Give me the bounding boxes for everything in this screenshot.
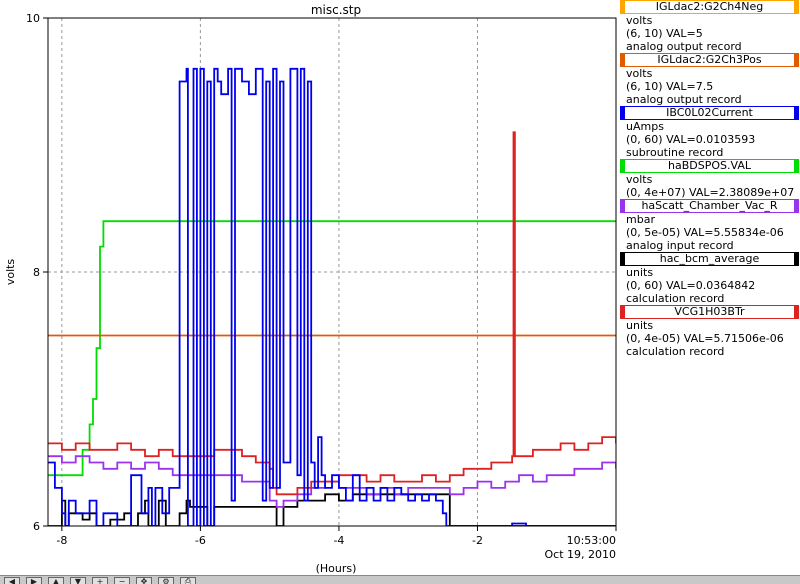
legend-units: volts (626, 67, 653, 80)
legend-signal-name: VCG1H03BTr (674, 305, 745, 318)
legend-units: volts (626, 14, 653, 27)
legend-color-swatch (620, 53, 799, 54)
arrow-up-icon[interactable]: ▲ (48, 577, 64, 584)
x-tick-label-4: 10:53:00 (567, 534, 616, 547)
stripchart: misc.stp volts (Hours) Oct 19, 2010 -8 -6… (4, 3, 617, 575)
y-tick-label-2: 10 (26, 12, 40, 25)
legend-color-swatch (794, 199, 799, 213)
print-icon[interactable]: ⎙ (180, 577, 196, 584)
legend-units: volts (626, 173, 653, 186)
legend-color-swatch (620, 199, 799, 200)
legend-range-value: (0, 4e+07) VAL=2.38089e+07 (626, 186, 795, 199)
legend-record-type: calculation record (626, 345, 725, 358)
legend-range-value: (0, 5e-05) VAL=5.55834e-06 (626, 226, 784, 239)
legend-units: units (626, 319, 654, 332)
legend-color-swatch (794, 159, 799, 173)
legend-color-swatch (620, 305, 625, 319)
legend-color-swatch (620, 106, 625, 120)
config-icon[interactable]: ⚙ (158, 577, 174, 584)
legend-entry: IBC0L02Current uAmps (0, 60) VAL=0.0103593… (618, 106, 800, 159)
legend-record-type: subroutine record (626, 146, 724, 159)
legend-signal-name: IGLdac2:G2Ch4Neg (655, 0, 764, 13)
legend-signal-button[interactable]: IGLdac2:G2Ch4Neg (620, 0, 799, 14)
legend-range-value: (6, 10) VAL=5 (626, 27, 703, 40)
legend-color-swatch (794, 106, 799, 120)
legend-range-value: (0, 4e-05) VAL=5.71506e-06 (626, 332, 784, 345)
x-tick-label-0: -8 (56, 534, 67, 547)
x-tick-label-2: -4 (333, 534, 344, 547)
legend-color-swatch (620, 305, 799, 306)
legend-color-swatch (794, 252, 799, 266)
legend-units: uAmps (626, 120, 664, 133)
series-line-vcg1h03btr (48, 131, 616, 496)
arrow-down-icon[interactable]: ▼ (70, 577, 86, 584)
legend-color-swatch (620, 318, 799, 319)
legend-signal-button[interactable]: hac_bcm_average (620, 252, 799, 266)
legend-signal-name: hac_bcm_average (659, 252, 760, 265)
legend-signal-name: haScatt_Chamber_Vac_R (641, 199, 778, 212)
legend-signal-name: IBC0L02Current (666, 106, 753, 119)
ticks: -8 -6 -4 -2 10:53:00 6 8 10 (26, 12, 617, 547)
x-tick-label-1: -6 (195, 534, 206, 547)
legend-color-swatch (620, 265, 799, 266)
legend-color-swatch (620, 53, 625, 67)
legend-signal-button[interactable]: haBDSPOS.VAL (620, 159, 799, 173)
legend-color-swatch (620, 0, 625, 14)
legend-color-swatch (620, 172, 799, 173)
legend-entry: haBDSPOS.VAL volts (0, 4e+07) VAL=2.38089e… (618, 159, 800, 199)
legend-range-value: (6, 10) VAL=7.5 (626, 80, 714, 93)
zoom-in-icon[interactable]: + (92, 577, 108, 584)
legend-range-value: (0, 60) VAL=0.0103593 (626, 133, 756, 146)
series-group (48, 67, 616, 526)
legend-color-swatch (620, 159, 799, 160)
legend-color-swatch (620, 252, 625, 266)
legend-panel: IGLdac2:G2Ch4Neg volts (6, 10) VAL=5 analog… (618, 0, 800, 583)
series-line-ibc0l02current (48, 67, 616, 526)
legend-record-type: analog output record (626, 93, 742, 106)
legend-units: units (626, 266, 654, 279)
x-date-label: Oct 19, 2010 (545, 548, 617, 561)
legend-color-swatch (620, 252, 799, 253)
legend-entry: haScatt_Chamber_Vac_R mbar (0, 5e-05) VAL=… (618, 199, 800, 252)
x-axis-label: (Hours) (316, 562, 357, 575)
legend-entry: VCG1H03BTr units (0, 4e-05) VAL=5.71506e-0… (618, 305, 800, 358)
legend-signal-name: haBDSPOS.VAL (668, 159, 751, 172)
legend-color-swatch (620, 106, 799, 107)
pan-icon[interactable]: ✥ (136, 577, 152, 584)
legend-color-swatch (794, 53, 799, 67)
legend-signal-button[interactable]: VCG1H03BTr (620, 305, 799, 319)
legend-color-swatch (794, 0, 799, 14)
legend-record-type: analog output record (626, 40, 742, 53)
legend-range-value: (0, 60) VAL=0.0364842 (626, 279, 756, 292)
legend-signal-name: IGLdac2:G2Ch3Pos (657, 53, 762, 66)
legend-signal-button[interactable]: IBC0L02Current (620, 106, 799, 120)
arrow-right-icon[interactable]: ▶ (26, 577, 42, 584)
series-line-hac-bcm-average (48, 493, 616, 526)
legend-color-swatch (620, 212, 799, 213)
legend-color-swatch (620, 119, 799, 120)
y-tick-label-0: 6 (33, 520, 40, 533)
legend-record-type: calculation record (626, 292, 725, 305)
zoom-out-icon[interactable]: − (114, 577, 130, 584)
arrow-left-icon[interactable]: ◀ (4, 577, 20, 584)
legend-units: mbar (626, 213, 655, 226)
toolbar: ◀ ▶ ▲ ▼ + − ✥ ⚙ ⎙ (0, 575, 800, 584)
legend-color-swatch (620, 66, 799, 67)
legend-signal-button[interactable]: IGLdac2:G2Ch3Pos (620, 53, 799, 67)
series-line-habdspos-val (48, 220, 616, 477)
legend-color-swatch (794, 305, 799, 319)
y-tick-label-1: 8 (33, 266, 40, 279)
legend-color-swatch (620, 13, 799, 14)
legend-color-swatch (620, 199, 625, 213)
y-axis-label: volts (4, 259, 17, 286)
x-tick-label-3: -2 (472, 534, 483, 547)
chart-title: misc.stp (311, 3, 361, 17)
legend-record-type: analog input record (626, 239, 734, 252)
legend-color-swatch (620, 159, 625, 173)
legend-color-swatch (620, 0, 799, 1)
legend-signal-button[interactable]: haScatt_Chamber_Vac_R (620, 199, 799, 213)
legend-entry: IGLdac2:G2Ch4Neg volts (6, 10) VAL=5 analog… (618, 0, 800, 53)
legend-entry: IGLdac2:G2Ch3Pos volts (6, 10) VAL=7.5 anal… (618, 53, 800, 106)
